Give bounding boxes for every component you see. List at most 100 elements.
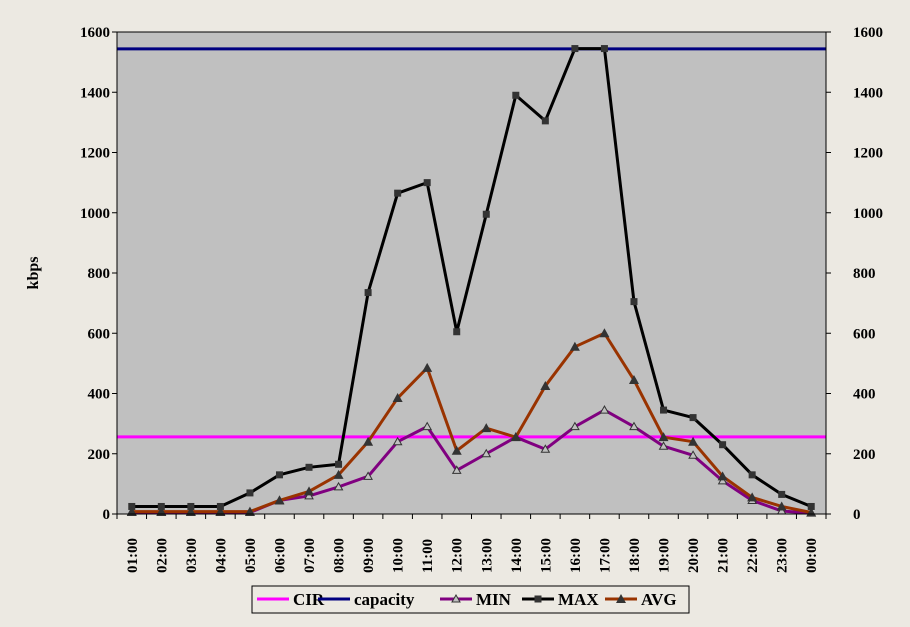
x-tick-label: 01:00 <box>125 538 141 573</box>
y-tick-label: 600 <box>88 326 111 342</box>
secondary-y-tick-label: 200 <box>853 447 876 463</box>
series-min-point <box>658 441 669 450</box>
secondary-y-tick-label: 800 <box>853 266 876 282</box>
series-max-point <box>571 45 579 53</box>
series-max <box>128 45 815 510</box>
series-max-point <box>512 91 520 99</box>
secondary-y-tick-label: 600 <box>853 326 876 342</box>
x-tick-label: 19:00 <box>657 538 673 573</box>
series-min-point <box>363 471 373 480</box>
legend-capacity: capacity <box>318 590 415 609</box>
series-min-point <box>629 421 639 431</box>
legend-min-point <box>451 593 461 603</box>
series-avg-point <box>776 501 787 511</box>
series-avg-point <box>185 506 196 516</box>
legend-max-point <box>534 595 542 603</box>
series-avg-point <box>392 393 403 403</box>
series-avg-point <box>688 436 699 446</box>
legend: CIR capacity MIN MAX AVG <box>251 585 690 614</box>
series-max-point <box>128 502 136 510</box>
series-max-point <box>423 179 431 187</box>
x-tick-label: 03:00 <box>184 538 200 573</box>
series-min-point <box>540 444 551 453</box>
legend-min: MIN <box>440 590 512 609</box>
y-tick-label: 1400 <box>80 85 110 101</box>
series-avg-point <box>333 469 344 479</box>
legend-max: MAX <box>522 590 599 609</box>
series-max-point <box>807 502 815 510</box>
x-tick-label: 23:00 <box>775 538 791 573</box>
x-tick-label: 09:00 <box>361 538 377 573</box>
series-avg-point <box>510 432 521 442</box>
series-max-point <box>157 502 165 510</box>
series-avg-point <box>156 506 167 516</box>
legend-cir-label: CIR <box>293 590 325 609</box>
legend-capacity-label: capacity <box>354 590 415 609</box>
legend-avg-point <box>616 594 626 603</box>
x-tick-label: 08:00 <box>332 538 348 573</box>
secondary-y-tick-label: 1400 <box>853 85 883 101</box>
series-avg-point <box>717 471 728 481</box>
series-max-point <box>660 406 668 414</box>
y-tick-label: 1600 <box>80 25 110 41</box>
series-min-point <box>422 421 433 431</box>
series-avg-point <box>599 328 610 338</box>
series-min-point <box>481 448 492 458</box>
series-max-point <box>719 441 727 449</box>
series-max-point <box>246 489 254 497</box>
y-tick-label: 200 <box>88 447 111 463</box>
series-layer <box>117 45 826 517</box>
x-tick-label: 04:00 <box>213 538 229 573</box>
x-tick-label: 17:00 <box>597 538 613 573</box>
series-avg-point <box>569 341 580 351</box>
series-max-point <box>335 460 343 468</box>
x-tick-label: 18:00 <box>627 538 643 573</box>
x-tick-label: 22:00 <box>745 538 761 573</box>
series-max-point <box>187 502 195 510</box>
series-max-point <box>394 189 402 197</box>
series-avg-point <box>658 432 669 442</box>
legend-avg-label: AVG <box>641 590 677 609</box>
y-tick-label: 800 <box>88 266 111 282</box>
axes-layer: 0 200 400 600 800 1000 1200 1400 1600 0 200 400 600 8… <box>80 25 883 573</box>
series-max-point <box>305 463 313 471</box>
x-tick-label: 00:00 <box>804 538 820 573</box>
x-tick-label: 15:00 <box>538 538 554 573</box>
series-max-line <box>131 47 812 508</box>
series-min-point <box>333 481 344 491</box>
y-axis-title: kbps <box>25 257 42 290</box>
y-tick-label: 1000 <box>80 206 110 222</box>
series-avg-point <box>540 380 551 390</box>
series-avg-point <box>215 506 226 516</box>
series-avg-line <box>131 331 812 514</box>
legend-avg: AVG <box>605 590 677 609</box>
series-avg-point <box>126 506 137 516</box>
x-tick-label: 13:00 <box>479 538 495 573</box>
x-tick-label: 16:00 <box>568 538 584 573</box>
series-avg-point <box>451 445 462 455</box>
series-avg-point <box>628 374 639 384</box>
series-min-point <box>717 475 728 485</box>
secondary-y-tick-label: 400 <box>853 387 876 403</box>
series-avg-point <box>481 423 492 433</box>
y-tick-label: 1200 <box>80 146 110 162</box>
x-tick-label: 11:00 <box>420 539 436 573</box>
secondary-y-tick-label: 1200 <box>853 146 883 162</box>
series-max-point <box>600 45 608 53</box>
series-max-point <box>275 471 283 479</box>
series-min-point <box>392 436 403 446</box>
series-avg-point <box>363 436 374 446</box>
x-tick-label: 07:00 <box>302 538 318 573</box>
series-avg-point <box>304 486 315 496</box>
series-max-point <box>630 298 638 306</box>
y-tick-label: 400 <box>88 387 111 403</box>
series-avg-point <box>274 495 285 505</box>
legend-max-label: MAX <box>558 590 599 609</box>
x-tick-label: 05:00 <box>243 538 259 573</box>
series-max-point <box>216 502 224 510</box>
x-tick-label: 20:00 <box>686 538 702 573</box>
series-avg-point <box>244 506 255 516</box>
legend-min-label: MIN <box>476 590 512 609</box>
